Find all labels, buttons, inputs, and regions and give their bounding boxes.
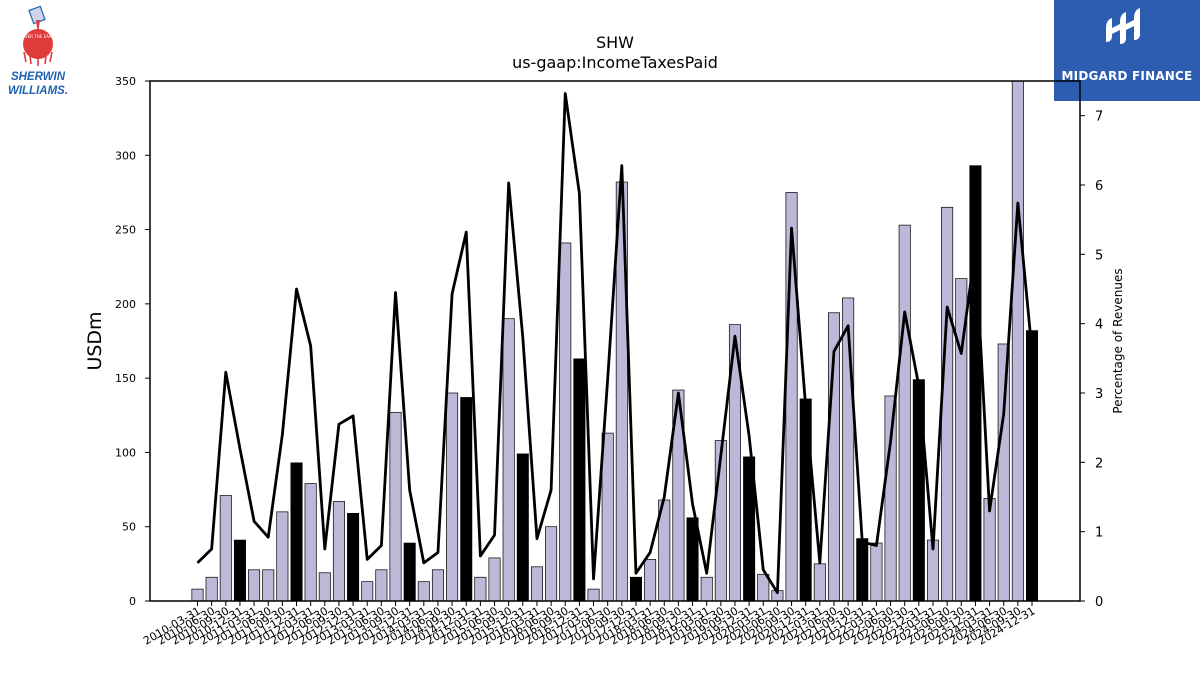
bar-2012-09-30 [332,501,345,602]
paint-drips-icon [23,51,53,66]
bar-2011-06-30 [262,569,275,602]
bar-2012-12-31 [347,512,360,602]
sherwin-williams-logo: COVER THE EARTH SHERWIN WILLIAMS. [0,0,80,100]
y2-tick-label: 5 [1095,248,1103,263]
bar-2014-12-31 [460,397,473,602]
midgard-m-icon [1106,8,1140,44]
logo-wordmark-2: WILLIAMS. [8,85,68,97]
y2-tick-label: 4 [1095,318,1103,333]
logo-wordmark-1: SHERWIN [11,71,66,83]
chart-title: SHW [596,33,634,52]
chart-subtitle: us-gaap:IncomeTaxesPaid [512,53,718,72]
bar-2024-12-31 [1025,330,1039,602]
right-y-axis: 0 1 2 3 4 5 6 7 [1080,110,1103,610]
bar-2015-03-31 [474,576,487,602]
bar-2017-03-31 [587,588,600,602]
bar-2016-09-30 [559,242,572,602]
percentage-of-revenues-line [196,92,1034,595]
y2-tick-label: 2 [1095,456,1103,471]
bar-2019-03-31 [700,576,713,602]
y2-tick-label: 0 [1095,595,1103,610]
bar-2013-12-31 [403,542,416,602]
paint-pour-icon [36,20,40,34]
bar-2014-03-31 [417,581,430,602]
bar-2013-09-30 [389,411,402,602]
bar-2016-12-31 [573,358,586,602]
bar-2020-12-31 [799,398,812,602]
bar-2010-12-31 [233,539,246,602]
y-tick-label: 250 [115,224,136,237]
bar-2021-03-31 [813,563,826,602]
bar-2012-03-31 [304,483,317,602]
bar-2014-06-30 [431,569,444,602]
bar-2022-03-31 [870,542,883,602]
bar-2015-09-30 [502,318,515,602]
left-y-axis: 0 50 100 150 200 250 300 350 [115,75,150,608]
y2-tick-label: 3 [1095,387,1103,402]
globe-icon [23,29,53,59]
bar-2024-09-30 [1011,80,1024,602]
bar-2014-09-30 [446,392,459,602]
bar-2016-06-30 [545,526,558,602]
bar-2023-06-30 [941,206,954,602]
bar-2011-09-30 [276,511,289,602]
midgard-finance-logo: MIDGARD FINANCE [1054,0,1200,101]
y-tick-label: 350 [115,75,136,88]
bar-2022-12-31 [912,379,925,602]
bar-2017-12-31 [629,576,642,602]
bar-2010-03-31 [191,588,204,602]
bar-2011-12-31 [290,462,303,602]
bar-2015-12-31 [516,453,529,602]
bar-2023-12-31 [969,165,982,602]
y-tick-label: 0 [129,595,136,608]
y-tick-label: 100 [115,446,136,459]
y2-axis-label: Percentage of Revenues [1111,268,1125,413]
bar-2016-03-31 [530,566,543,602]
bar-2012-06-30 [318,572,331,602]
bar-2011-03-31 [248,569,261,602]
bar-2018-03-31 [644,559,657,602]
y-tick-label: 150 [115,372,136,385]
y-tick-label: 300 [115,149,136,162]
y-axis-label: USDm [84,311,106,370]
y-tick-label: 200 [115,298,136,311]
bar-2021-12-31 [856,538,869,602]
x-axis: 2010-03-312010-06-302010-09-302010-12-31… [141,601,1038,648]
y2-tick-label: 7 [1095,110,1103,125]
bar-2010-06-30 [205,576,218,602]
sherwin-williams-logo-mark: COVER THE EARTH SHERWIN WILLIAMS. [8,5,68,97]
bar-2024-03-31 [983,498,996,602]
logo-badge-text: COVER THE EARTH [19,34,57,39]
plot-frame [149,80,1081,602]
bar-2010-09-30 [219,495,232,602]
bar-2015-06-30 [488,557,501,602]
bar-2017-06-30 [601,432,614,602]
y-tick-label: 50 [122,521,136,534]
bar-2013-03-31 [361,581,374,602]
line-series [196,92,1034,595]
y2-tick-label: 6 [1095,179,1103,194]
bar-2022-06-30 [884,395,897,602]
bar-2024-06-30 [997,343,1010,602]
bar-2022-09-30 [898,224,911,602]
bar-2013-06-30 [375,569,388,602]
midgard-finance-name: MIDGARD FINANCE [1061,69,1193,83]
y2-tick-label: 1 [1095,526,1103,541]
